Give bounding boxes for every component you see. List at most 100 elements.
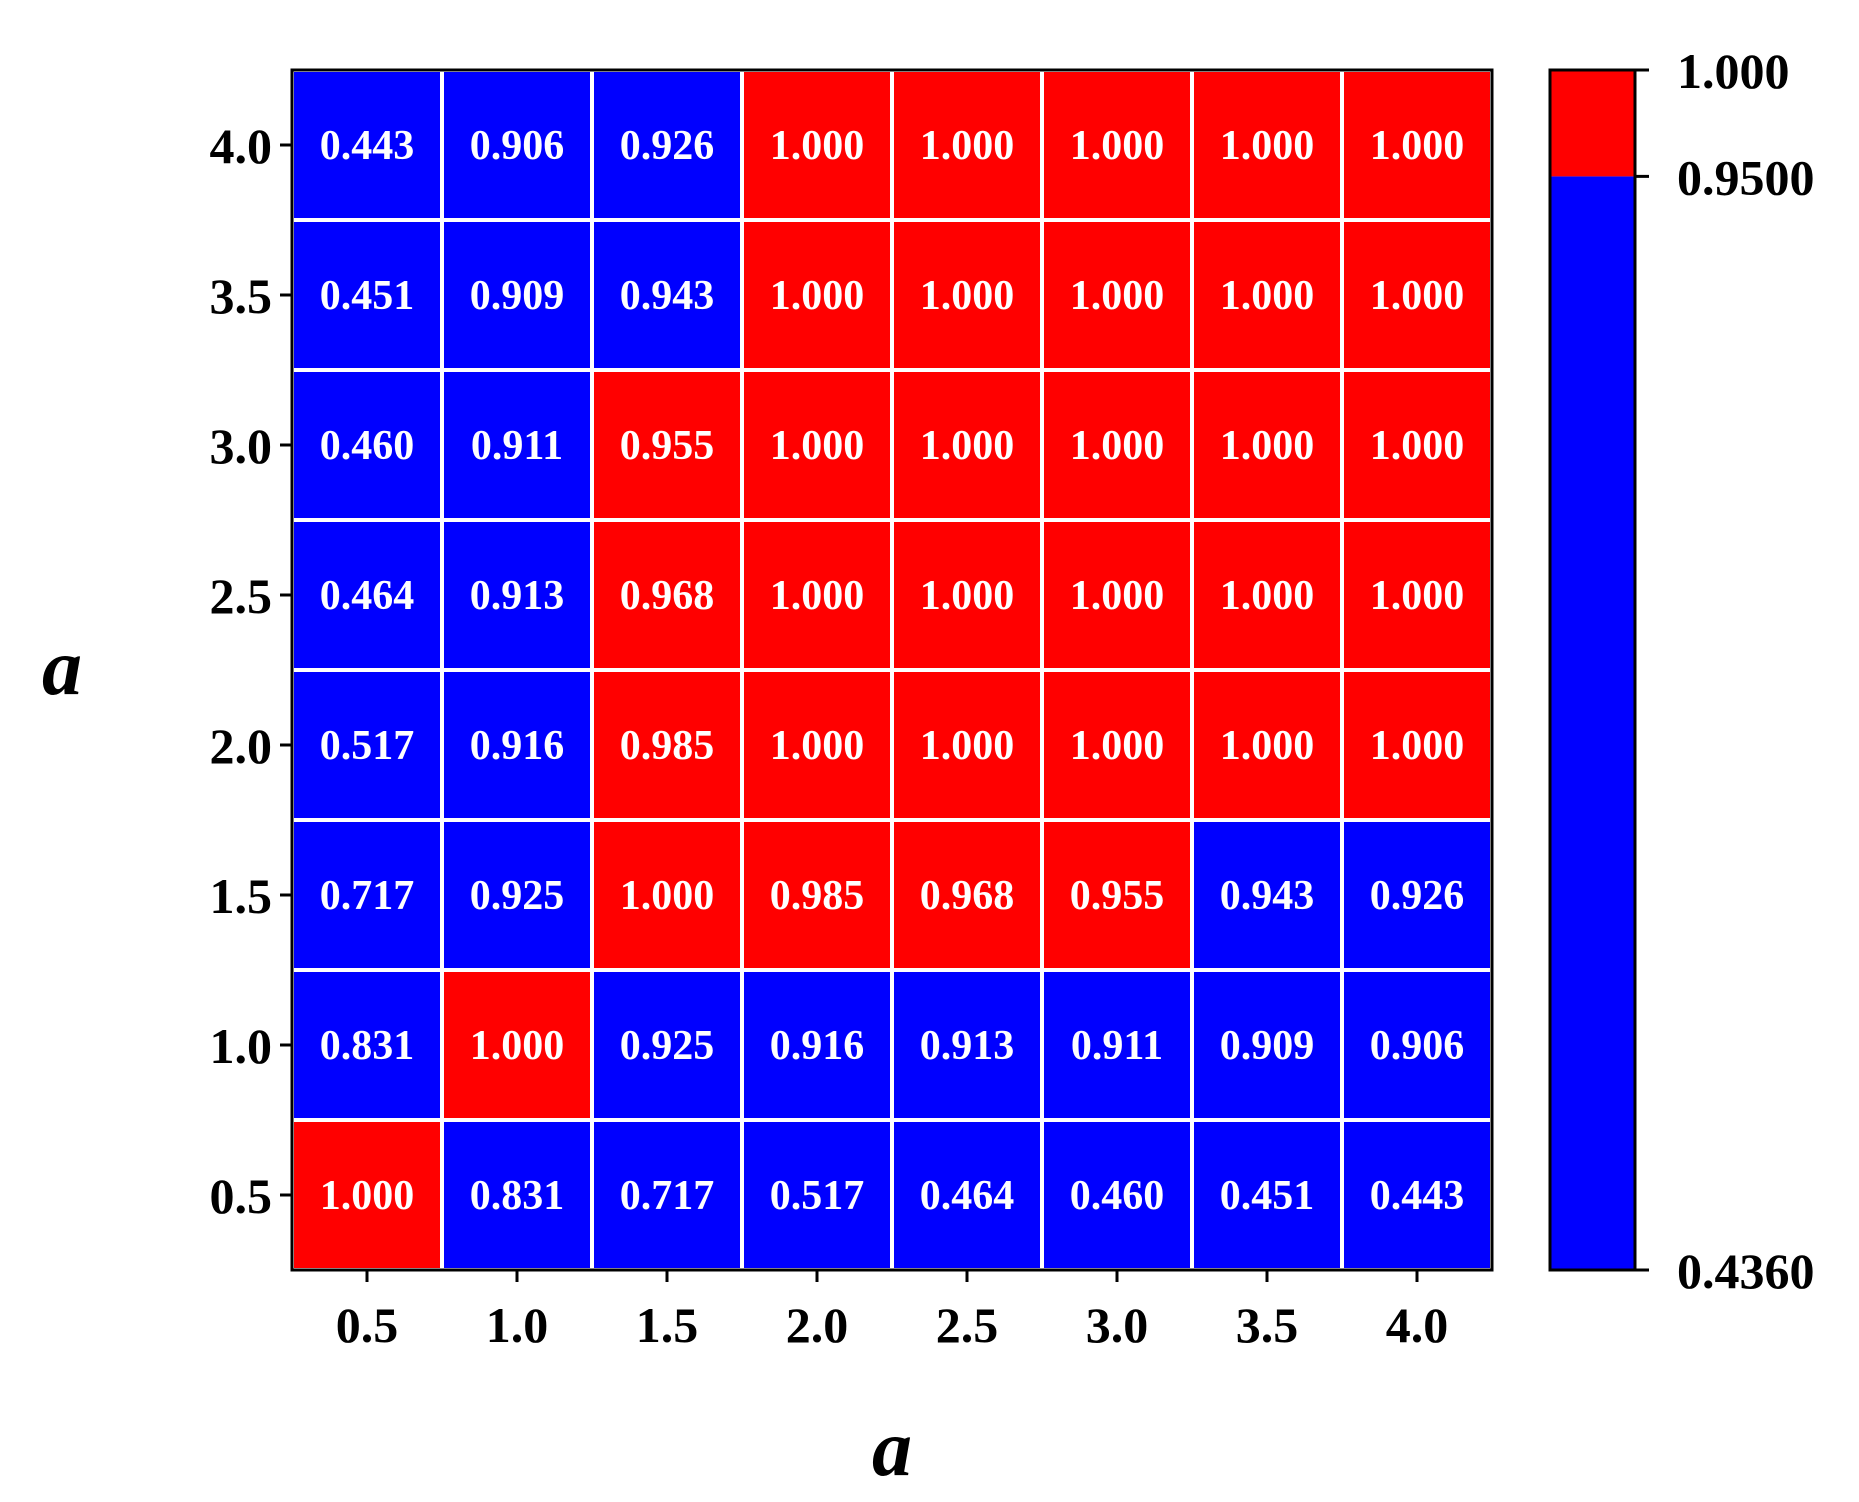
heatmap-cell: [890, 218, 1044, 372]
cell-value-label: 1.000: [920, 573, 1015, 619]
cell-value-label: 1.000: [1370, 423, 1465, 469]
heatmap-cell: [740, 968, 894, 1122]
cell-value-label: 0.517: [770, 1173, 865, 1219]
x-tick-label: 4.0: [1386, 1297, 1449, 1353]
cell-value-label: 1.000: [770, 723, 865, 769]
heatmap-cell: [1340, 968, 1494, 1122]
y-tick-label: 1.5: [210, 868, 273, 924]
cell-value-label: 0.911: [1071, 1023, 1163, 1069]
x-axis-label: a: [872, 1405, 912, 1493]
cell-value-label: 1.000: [1070, 423, 1165, 469]
cell-value-label: 0.955: [1070, 873, 1165, 919]
cell-value-label: 1.000: [920, 123, 1015, 169]
cell-value-label: 1.000: [920, 723, 1015, 769]
x-tick-label: 1.0: [486, 1297, 549, 1353]
colorbar-tick-label: 1.000: [1677, 43, 1790, 99]
y-tick-label: 0.5: [210, 1168, 273, 1224]
heatmap-cell: [1190, 818, 1344, 972]
cell-value-label: 0.443: [1370, 1173, 1465, 1219]
cell-value-label: 1.000: [1220, 273, 1315, 319]
cell-value-label: 1.000: [1070, 273, 1165, 319]
cell-value-label: 1.000: [1070, 123, 1165, 169]
cell-value-label: 0.968: [920, 873, 1015, 919]
heatmap-cell: [890, 368, 1044, 522]
cell-value-label: 0.916: [770, 1023, 865, 1069]
heatmap-cell: [590, 818, 744, 972]
heatmap-cell: [1190, 368, 1344, 522]
colorbar-low-segment: [1550, 176, 1635, 1271]
cell-value-label: 0.517: [320, 723, 415, 769]
cell-value-label: 1.000: [1070, 723, 1165, 769]
colorbar-tick-label: 0.4360: [1677, 1243, 1815, 1299]
cell-value-label: 0.985: [770, 873, 865, 919]
x-tick-label: 3.0: [1086, 1297, 1149, 1353]
cell-value-label: 0.831: [470, 1173, 565, 1219]
y-tick-label: 1.0: [210, 1018, 273, 1074]
cell-value-label: 1.000: [1220, 723, 1315, 769]
x-axis: 0.5 1.0 1.5 2.0 2.5 3.0 3.5 4.0: [336, 1270, 1449, 1353]
cell-value-label: 0.926: [620, 123, 715, 169]
heatmap-cell: [740, 68, 894, 222]
cell-value-label: 1.000: [770, 273, 865, 319]
cell-value-label: 1.000: [1370, 273, 1465, 319]
heatmap-cell: [740, 818, 894, 972]
colorbar: 0.4360 0.9500 1.000: [1548, 43, 1815, 1299]
cell-value-label: 0.925: [470, 873, 565, 919]
heatmap-cell: [890, 668, 1044, 822]
plot-frame: [290, 68, 1494, 1272]
cell-value-label: 1.000: [470, 1023, 565, 1069]
cell-value-label: 0.911: [471, 423, 563, 469]
cell-value-label: 0.460: [1070, 1173, 1165, 1219]
heatmap-cell: [440, 218, 594, 372]
heatmap-cell: [1040, 218, 1194, 372]
heatmap-cell: [290, 368, 444, 522]
colorbar-frame: [1548, 68, 1637, 1272]
cell-value-label: 0.916: [470, 723, 565, 769]
heatmap-cell: [290, 218, 444, 372]
cell-value-label: 1.000: [320, 1173, 415, 1219]
heatmap-cell: [740, 518, 894, 672]
cell-value-label: 1.000: [770, 573, 865, 619]
y-axis: 0.5 1.0 1.5 2.0 2.5 3.0 3.5 4.0: [210, 118, 292, 1224]
cell-value-label: 0.943: [620, 273, 715, 319]
heatmap-cell: [440, 968, 594, 1122]
x-tick-label: 2.0: [786, 1297, 849, 1353]
cell-value-label: 0.717: [620, 1173, 715, 1219]
cell-value-label: 1.000: [1370, 123, 1465, 169]
cell-value-label: 1.000: [1370, 573, 1465, 619]
cell-value-label: 0.985: [620, 723, 715, 769]
cell-value-label: 0.906: [470, 123, 565, 169]
cell-value-label: 1.000: [1370, 723, 1465, 769]
heatmap-cell: [1040, 1118, 1194, 1272]
cell-value-label: 0.717: [320, 873, 415, 919]
heatmap-cells: 1.000 0.831 0.717 0.517 0.464 0.460 0.451 0.443…: [290, 68, 1494, 1272]
y-tick-label: 3.0: [210, 418, 273, 474]
cell-value-label: 0.460: [320, 423, 415, 469]
cell-value-label: 1.000: [1220, 573, 1315, 619]
y-tick-label: 3.5: [210, 268, 273, 324]
colorbar-high-segment: [1550, 70, 1635, 177]
colorbar-tick-label: 0.9500: [1677, 149, 1815, 205]
heatmap-cell: [890, 68, 1044, 222]
cell-value-label: 1.000: [770, 123, 865, 169]
x-tick-label: 2.5: [936, 1297, 999, 1353]
heatmap-cell: [590, 668, 744, 822]
heatmap-cell: [890, 818, 1044, 972]
cell-value-label: 0.943: [1220, 873, 1315, 919]
heatmap-cell: [440, 518, 594, 672]
cell-value-label: 0.955: [620, 423, 715, 469]
cell-value-label: 1.000: [770, 423, 865, 469]
x-tick-label: 1.5: [636, 1297, 699, 1353]
cell-value-label: 1.000: [920, 423, 1015, 469]
cell-value-label: 0.925: [620, 1023, 715, 1069]
x-tick-label: 3.5: [1236, 1297, 1299, 1353]
heatmap-cell: [1040, 518, 1194, 672]
heatmap-cell: [1040, 68, 1194, 222]
y-tick-label: 4.0: [210, 118, 273, 174]
cell-value-label: 1.000: [1220, 123, 1315, 169]
y-axis-label: a: [42, 624, 82, 712]
y-tick-label: 2.5: [210, 568, 273, 624]
cell-value-label: 0.464: [920, 1173, 1015, 1219]
cell-value-label: 0.913: [920, 1023, 1015, 1069]
